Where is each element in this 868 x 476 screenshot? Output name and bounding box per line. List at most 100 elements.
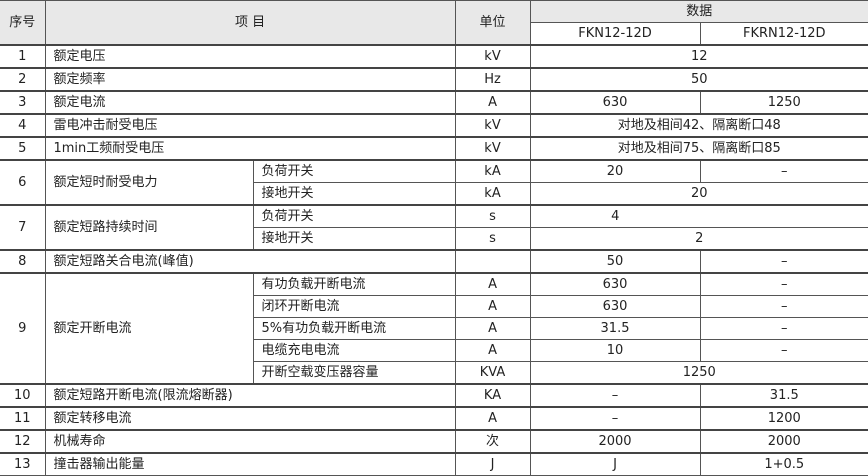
sub-item-name: 开断空载变压器容量: [253, 361, 456, 385]
row-number: 3: [0, 90, 46, 115]
row-number: 7: [0, 204, 46, 251]
unit-cell: kV: [454, 136, 531, 161]
header-no: 序号: [0, 0, 46, 46]
sub-item-name: 电缆充电电流: [253, 339, 456, 362]
value-cell: 对地及相间75、隔离断口85: [529, 136, 868, 161]
unit-cell: Hz: [454, 67, 531, 92]
sub-item-name: 负荷开关: [252, 204, 456, 228]
unit-cell: kV: [454, 44, 531, 69]
value-fkrn-cell: –: [699, 295, 868, 318]
row-number: 1: [0, 44, 46, 69]
item-name: 额定短路持续时间: [44, 204, 254, 251]
table-row: 12 机械寿命次 2000 2000: [0, 429, 868, 454]
row-number: 4: [0, 113, 46, 138]
unit-cell: KA: [454, 383, 531, 408]
table-row: 11 额定转移电流 A –1200: [0, 406, 868, 431]
unit-cell: kA: [454, 159, 531, 183]
value-fkrn-cell: 1250: [699, 90, 868, 115]
row-number: 9: [0, 272, 46, 385]
table-row: 开断空载变压器容量 KVA 1250: [0, 361, 868, 385]
table-row: 6 额定短时耐受电力 负荷开关 kA 20–: [0, 159, 868, 206]
value-fkn-cell: 31.5: [529, 317, 701, 340]
table-row: 2 额定频率 Hz 50: [0, 67, 868, 92]
item-name: 额定短路开断电流(限流熔断器): [44, 383, 456, 408]
table-row: 5%有功负载开断电流 A 31.5–: [0, 317, 868, 340]
sub-item-name: 负荷开关: [252, 159, 456, 183]
unit-cell: A: [454, 339, 531, 362]
header-data: 数据: [529, 0, 868, 23]
value-fkn-cell: 2000: [529, 429, 701, 454]
row-number: 13: [0, 452, 46, 476]
value-fkrn-cell: 1+0.5: [699, 452, 868, 476]
table-row: 1 额定电压 kV 12: [0, 44, 868, 69]
value-fkn-cell: 630: [529, 90, 701, 115]
row-number: 12: [0, 429, 46, 454]
value-cell: 12: [529, 44, 868, 69]
value-fkrn-cell: 1200: [699, 406, 868, 431]
item-name: 额定电压: [44, 44, 456, 69]
value-fkn-cell: 10: [529, 339, 701, 362]
value-fkn-cell: 4: [529, 204, 701, 228]
item-name: 机械寿命: [44, 429, 456, 454]
unit-cell: A: [454, 272, 531, 296]
row-number: 6: [0, 159, 46, 206]
value-cell: 1250: [529, 361, 868, 385]
unit-cell: 次: [454, 429, 531, 454]
value-fkrn-cell: –: [699, 339, 868, 362]
unit-cell: A: [454, 90, 531, 115]
value-fkrn-cell: 31.5: [699, 383, 868, 408]
unit-cell: kA: [454, 182, 531, 206]
header-unit: 单位: [454, 0, 531, 46]
sub-item-name: 接地开关: [253, 227, 456, 251]
unit-cell: A: [454, 317, 531, 340]
table-row: 4 雷电冲击耐受电压 kV 对地及相间42、隔离断口48: [0, 113, 868, 138]
value-fkrn-cell: [700, 204, 868, 228]
value-fkn-cell: 630: [529, 272, 701, 296]
value-fkrn-cell: –: [699, 272, 868, 296]
value-fkn-cell: 50: [529, 249, 701, 274]
row-number: 10: [0, 383, 46, 408]
item-name: 雷电冲击耐受电压: [44, 113, 456, 138]
item-name: 额定短路关合电流(峰值): [44, 249, 456, 274]
table-row: 3 额定电流 A 630 1250: [0, 90, 868, 115]
item-name: 额定频率: [44, 67, 456, 92]
header-item: 项 目: [44, 0, 456, 46]
row-number: 2: [0, 67, 46, 92]
table-row: 10 额定短路开断电流(限流熔断器) KA –31.5: [0, 383, 868, 408]
sub-item-name: 接地开关: [253, 182, 456, 206]
item-name: 额定电流: [44, 90, 456, 115]
item-name: 额定短时耐受电力: [44, 159, 254, 206]
sub-item-name: 闭环开断电流: [253, 295, 456, 318]
unit-cell: KVA: [454, 361, 531, 385]
value-fkn-cell: –: [529, 406, 701, 431]
item-name: 额定开断电流: [44, 272, 254, 385]
value-fkn-cell: 630: [529, 295, 701, 318]
table-row: 7 额定短路持续时间 负荷开关 s 4: [0, 204, 868, 251]
value-fkrn-cell: –: [699, 317, 868, 340]
table-row: 9 额定开断电流 有功负载开断电流 A 630–: [0, 272, 868, 385]
value-fkrn-cell: 2000: [699, 429, 868, 454]
value-fkn-cell: –: [529, 383, 701, 408]
value-fkn-cell: 20: [529, 159, 701, 183]
value-fkn-cell: J: [529, 452, 701, 476]
unit-cell: J: [454, 452, 531, 476]
item-name: 额定转移电流: [44, 406, 456, 431]
unit-cell: s: [454, 204, 531, 228]
value-fkrn-cell: –: [699, 159, 868, 183]
item-name: 1min工频耐受电压: [44, 136, 456, 161]
table-row: 电缆充电电流 A 10–: [0, 339, 868, 362]
item-name: 撞击器输出能量: [44, 452, 456, 476]
unit-cell: [454, 249, 531, 274]
table-row: 5 1min工频耐受电压 kV 对地及相间75、隔离断口85: [0, 136, 868, 161]
sub-item-name: 5%有功负载开断电流: [253, 317, 456, 340]
header-model-1: FKN12-12D: [530, 22, 701, 46]
sub-item-name: 有功负载开断电流: [252, 272, 456, 296]
unit-cell: A: [454, 295, 531, 318]
unit-cell: A: [454, 406, 531, 431]
unit-cell: s: [454, 227, 531, 251]
value-cell: 20: [529, 182, 868, 206]
value-cell: 50: [529, 67, 868, 92]
value-cell: 2: [529, 227, 868, 251]
unit-cell: kV: [454, 113, 531, 138]
